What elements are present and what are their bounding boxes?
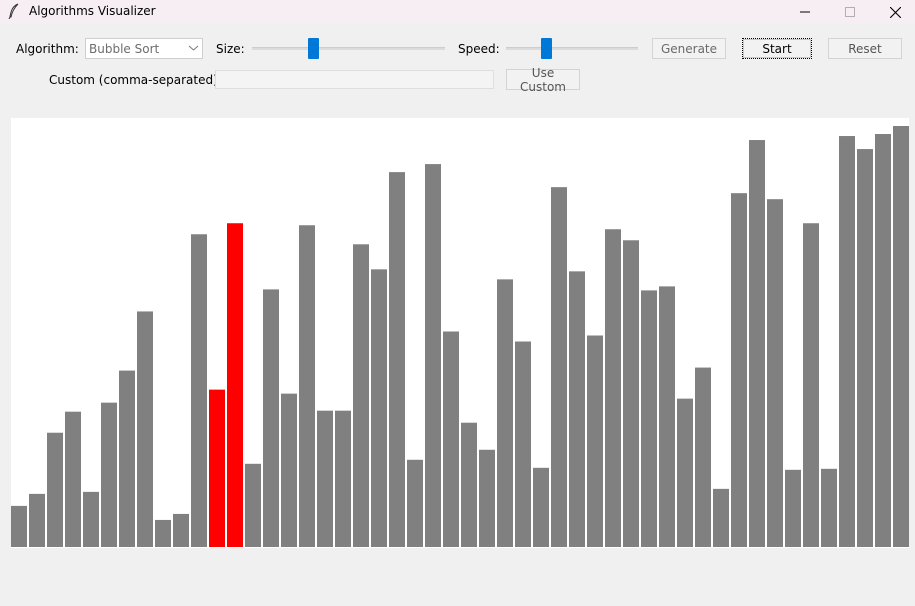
bar bbox=[641, 290, 657, 547]
bar bbox=[245, 463, 261, 547]
bar bbox=[623, 240, 639, 547]
bar bbox=[803, 223, 819, 547]
bar bbox=[659, 286, 675, 547]
bar-highlighted bbox=[209, 389, 225, 547]
bar bbox=[785, 469, 801, 547]
bar bbox=[569, 271, 585, 547]
bar bbox=[371, 269, 387, 547]
bar-highlighted bbox=[227, 223, 243, 547]
feather-icon bbox=[8, 3, 19, 19]
size-label: Size: bbox=[216, 42, 245, 56]
bar bbox=[281, 393, 297, 547]
bar bbox=[893, 126, 909, 547]
use-custom-button[interactable]: Use Custom bbox=[506, 66, 580, 94]
bar bbox=[605, 229, 621, 547]
bar bbox=[749, 140, 765, 547]
bar bbox=[767, 199, 783, 547]
bar bbox=[335, 410, 351, 547]
minimize-button[interactable] bbox=[782, 0, 828, 24]
window-title: Algorithms Visualizer bbox=[29, 4, 156, 18]
bar bbox=[119, 370, 135, 547]
bar bbox=[299, 225, 315, 547]
start-button[interactable]: Start bbox=[742, 38, 812, 59]
bar bbox=[83, 491, 99, 547]
generate-button[interactable]: Generate bbox=[652, 38, 726, 59]
bar bbox=[263, 289, 279, 547]
bar bbox=[11, 505, 27, 547]
size-slider-thumb[interactable] bbox=[308, 38, 319, 59]
bar bbox=[29, 493, 45, 547]
bar bbox=[407, 459, 423, 547]
maximize-button[interactable] bbox=[827, 0, 873, 24]
visualization-canvas bbox=[11, 118, 909, 548]
bar bbox=[461, 422, 477, 547]
bar bbox=[155, 519, 171, 547]
bar bbox=[839, 136, 855, 547]
bar bbox=[191, 234, 207, 547]
custom-values-input[interactable] bbox=[215, 70, 494, 89]
bar bbox=[479, 449, 495, 547]
bar bbox=[101, 402, 117, 547]
bar bbox=[857, 149, 873, 548]
speed-slider-thumb[interactable] bbox=[541, 38, 552, 59]
bar bbox=[515, 341, 531, 547]
bar bbox=[389, 172, 405, 547]
reset-button[interactable]: Reset bbox=[828, 38, 902, 59]
bar bbox=[317, 410, 333, 547]
bar bbox=[65, 411, 81, 547]
algorithm-select[interactable]: Bubble Sort bbox=[85, 38, 203, 59]
bar bbox=[137, 311, 153, 547]
minimize-icon bbox=[800, 11, 810, 13]
bar bbox=[821, 468, 837, 547]
bar bbox=[875, 134, 891, 547]
bar bbox=[587, 335, 603, 547]
close-icon bbox=[889, 6, 901, 18]
bar bbox=[47, 432, 63, 547]
size-slider-track[interactable] bbox=[252, 47, 445, 50]
speed-slider-track[interactable] bbox=[506, 47, 638, 50]
algorithm-select-value: Bubble Sort bbox=[89, 42, 160, 56]
bar bbox=[551, 187, 567, 547]
bar bbox=[731, 193, 747, 547]
custom-input-label: Custom (comma-separated): bbox=[49, 73, 222, 87]
title-bar: Algorithms Visualizer bbox=[0, 0, 915, 24]
bar bbox=[695, 367, 711, 547]
bar bbox=[533, 467, 549, 547]
algorithm-label: Algorithm: bbox=[16, 42, 79, 56]
bar bbox=[443, 331, 459, 547]
bar bbox=[353, 244, 369, 547]
bar bbox=[497, 279, 513, 547]
bar bbox=[677, 398, 693, 547]
close-button[interactable] bbox=[872, 0, 915, 24]
chevron-down-icon bbox=[188, 45, 199, 51]
bar bbox=[173, 513, 189, 547]
bar-chart bbox=[11, 126, 909, 548]
bar bbox=[425, 164, 441, 547]
speed-label: Speed: bbox=[458, 42, 500, 56]
maximize-icon bbox=[845, 7, 855, 17]
bar bbox=[713, 488, 729, 547]
